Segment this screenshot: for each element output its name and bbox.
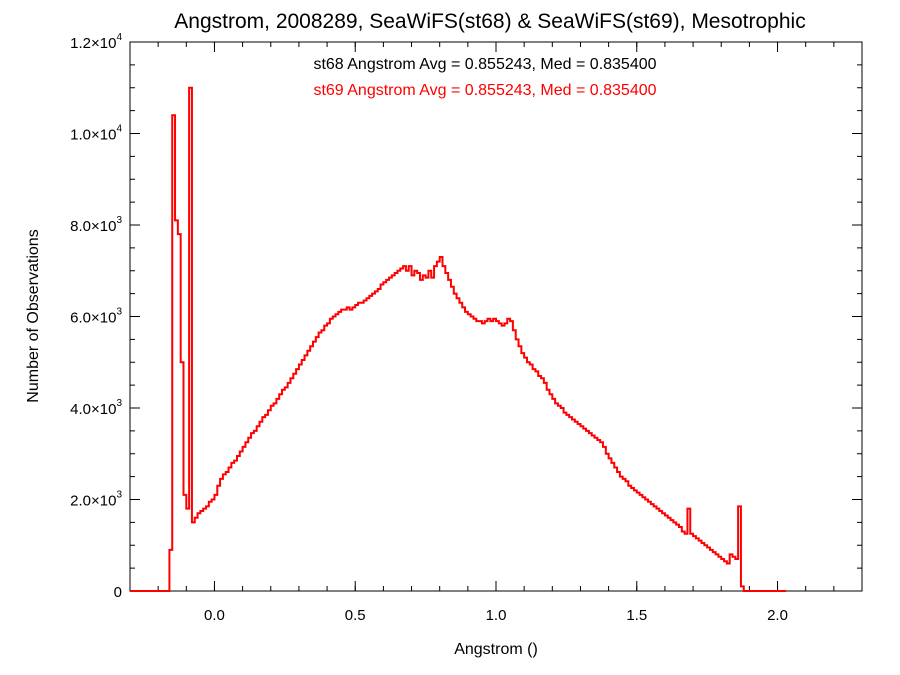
x-tick-label: 1.0 (486, 607, 507, 624)
x-tick-label: 0.0 (204, 607, 225, 624)
x-tick-label: 1.5 (626, 607, 647, 624)
chart-title: Angstrom, 2008289, SeaWiFS(st68) & SeaWi… (174, 10, 805, 33)
stats-annotations: st68 Angstrom Avg = 0.855243, Med = 0.83… (313, 56, 656, 99)
y-tick-label: 2.0×103 (70, 490, 122, 510)
y-tick-label: 1.2×104 (70, 32, 122, 52)
stats-annotation: st69 Angstrom Avg = 0.855243, Med = 0.83… (313, 82, 656, 99)
series-group (130, 86, 786, 592)
y-tick-label: 1.0×104 (70, 124, 122, 144)
y-tick-label: 4.0×103 (70, 398, 122, 418)
stats-annotation: st68 Angstrom Avg = 0.855243, Med = 0.83… (313, 56, 656, 73)
x-tick-label: 0.5 (345, 607, 366, 624)
histogram-series-st69 (130, 86, 786, 592)
y-axis-label: Number of Observations (25, 229, 42, 402)
y-tick-label: 6.0×103 (70, 307, 122, 327)
y-tick-label: 8.0×103 (70, 215, 122, 235)
x-axis-label: Angstrom () (454, 641, 538, 658)
plot-area: 0.0 0.5 1.0 1.5 2.0 0 2.0×103 4.0×103 6.0×103 8.… (70, 32, 863, 624)
x-tick-label: 2.0 (767, 607, 788, 624)
x-axis: 0.0 0.5 1.0 1.5 2.0 (157, 42, 863, 624)
y-axis: 0 2.0×103 4.0×103 6.0×103 8.0×103 1.0×104 1.2×… (70, 32, 862, 601)
y-tick-label: 0 (114, 584, 122, 601)
